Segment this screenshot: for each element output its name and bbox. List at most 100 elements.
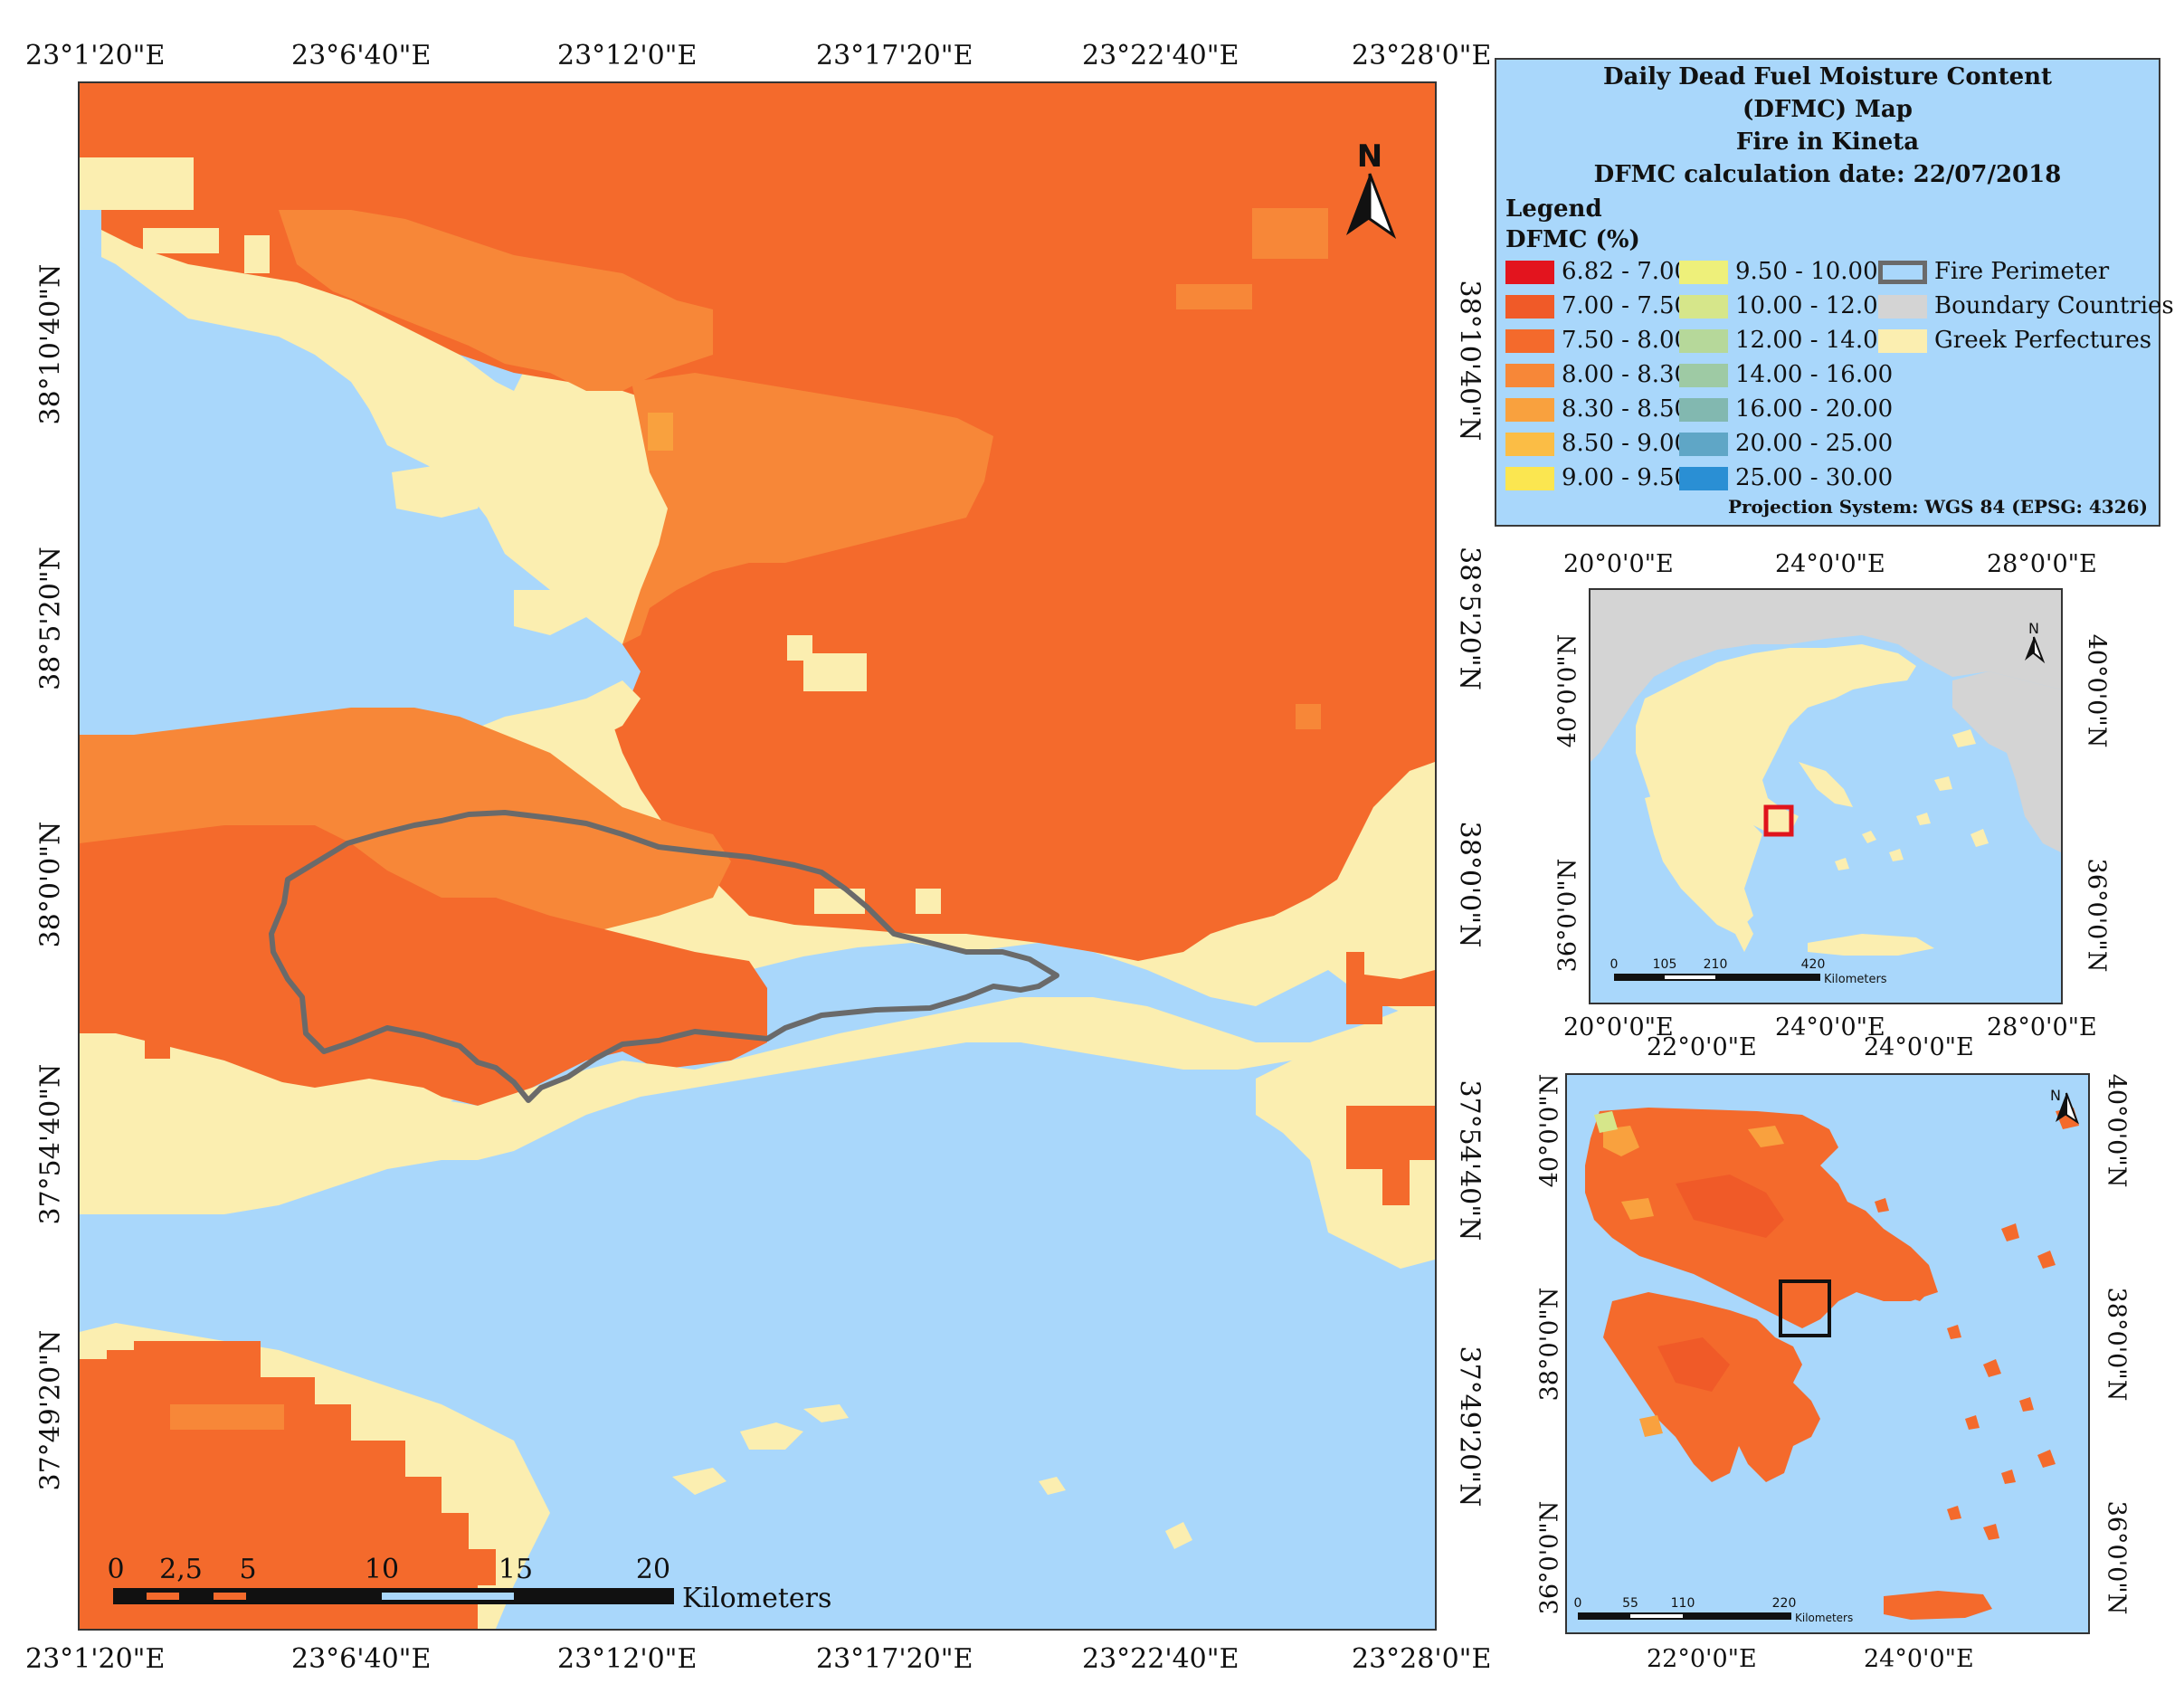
- inset2-crete: [1884, 1591, 1992, 1620]
- inset1-boundary-countries: [1591, 590, 2061, 762]
- legend-title-line-1: Daily Dead Fuel Moisture Content: [1602, 63, 2053, 90]
- legend-title-line-3: Fire in Kineta: [1735, 128, 1920, 156]
- dfmc-cell: [1252, 208, 1328, 259]
- legend-swatch: [1505, 398, 1554, 422]
- inset1-euboea: [1799, 762, 1853, 807]
- scale-label-10: 10: [365, 1554, 399, 1585]
- y-tick-left-2: 38°5'20"N: [34, 547, 67, 690]
- x-tick-top-4: 23°17'20"E: [816, 40, 973, 71]
- inset2-euboea: [1838, 1229, 1929, 1301]
- x-tick-top-6: 23°28'0"E: [1352, 40, 1492, 71]
- inset1-x-top-1: 20°0'0"E: [1563, 550, 1674, 578]
- inset1-north-arrow: [2025, 636, 2046, 664]
- legend-swatch: [1505, 364, 1554, 387]
- legend-title-line-4: DFMC calculation date: 22/07/2018: [1593, 161, 2062, 188]
- north-arrow: [1346, 173, 1397, 239]
- small-islet: [803, 1404, 849, 1422]
- inset1-crete: [1808, 934, 1934, 956]
- inset2-pale-patches: [1603, 1126, 1784, 1437]
- dfmc-cell: [170, 1404, 284, 1430]
- legend-swatch: [1679, 467, 1728, 490]
- inset1-x-top-2: 24°0'0"E: [1775, 550, 1885, 578]
- legend-class-label: 10.00 - 12.00: [1735, 292, 1894, 319]
- gulf-islet: [577, 481, 668, 536]
- inset1-y-left-1: 40°0'0"N: [1553, 633, 1582, 748]
- small-islet: [672, 1468, 726, 1495]
- legend-class-label: 9.00 - 9.50: [1562, 464, 1690, 491]
- inset1-scale-420: 420: [1801, 957, 1826, 972]
- projection-note: Projection System: WGS 84 (EPSG: 4326): [1727, 496, 2148, 518]
- small-islet: [740, 1422, 803, 1450]
- gulf-islet: [392, 463, 487, 518]
- dfmc-east-cells: [1346, 1106, 1435, 1205]
- x-tick-bottom-5: 23°22'40"E: [1082, 1643, 1239, 1675]
- legend-class-label: 8.30 - 8.50: [1562, 395, 1690, 423]
- dfmc-cell-83: [648, 413, 673, 451]
- inset1-y-right-1: 40°0'0"N: [2082, 633, 2111, 748]
- fire-perimeter-swatch: [1878, 261, 1927, 284]
- inset2-scale-unit: Kilometers: [1795, 1612, 1853, 1624]
- main-map: N 0 2,5 5 10 15 20 Kilometers: [80, 83, 1435, 1629]
- boundary-countries-swatch: [1878, 295, 1927, 319]
- dfmc-cell: [1176, 284, 1252, 309]
- y-tick-left-5: 37°49'20"N: [34, 1329, 67, 1491]
- dfmc-cell: [1296, 704, 1321, 729]
- x-tick-top-1: 23°1'20"E: [25, 40, 166, 71]
- inset1-x-bottom-1: 20°0'0"E: [1563, 1013, 1674, 1041]
- dfmc-cell: [145, 1033, 170, 1059]
- inset1-y-left-2: 36°0'0"N: [1553, 858, 1582, 973]
- scale-label-2-5: 2,5: [159, 1554, 203, 1585]
- inset2-scale-110: 110: [1671, 1596, 1695, 1611]
- legend-title-line-2: (DFMC) Map: [1742, 96, 1913, 123]
- scale-label-5: 5: [239, 1554, 256, 1585]
- inset2-x-top-2: 24°0'0"E: [1864, 1033, 1974, 1061]
- y-tick-left-3: 38°0'0"N: [34, 821, 67, 948]
- legend-swatch: [1679, 261, 1728, 284]
- x-tick-bottom-1: 23°1'20"E: [25, 1643, 166, 1675]
- legend-swatch: [1505, 433, 1554, 456]
- inset2-scale-220: 220: [1772, 1596, 1797, 1611]
- x-tick-bottom-4: 23°17'20"E: [816, 1643, 973, 1675]
- inset2-y-left-3: 36°0'0"N: [1535, 1500, 1564, 1615]
- pale-enclave: [803, 653, 867, 691]
- inset2-y-right-1: 40°0'0"N: [2102, 1073, 2131, 1188]
- legend-heading: Legend: [1505, 195, 1602, 223]
- inset1-north-label: N: [2028, 620, 2039, 637]
- inset1-scale-bar: [1614, 974, 1820, 981]
- legend-swatch: [1679, 364, 1728, 387]
- inset1-islands: [1835, 729, 1989, 870]
- x-tick-top-2: 23°6'40"E: [291, 40, 432, 71]
- pale-enclave: [916, 889, 941, 914]
- legend-class-label: 14.00 - 16.00: [1735, 361, 1894, 388]
- inset2-scale-bar: [1578, 1612, 1791, 1620]
- scale-label-20: 20: [636, 1554, 670, 1585]
- inset2-scale-0: 0: [1574, 1596, 1582, 1611]
- inset2-study-area-box: [1779, 1279, 1831, 1337]
- pale-enclave: [143, 228, 219, 253]
- inset2-y-left-1: 40°0'0"N: [1535, 1073, 1564, 1188]
- legend-class-label: 25.00 - 30.00: [1735, 464, 1894, 491]
- legend-swatch: [1505, 261, 1554, 284]
- inset1-scale-0: 0: [1610, 957, 1619, 972]
- gulf-islet: [514, 590, 586, 635]
- legend-class-label: 16.00 - 20.00: [1735, 395, 1894, 423]
- y-tick-left-4: 37°54'40"N: [34, 1063, 67, 1225]
- inset2-north-arrow: [2056, 1092, 2080, 1125]
- inset-greece-frame: N 0 105 210 420 Kilometers: [1589, 588, 2063, 1004]
- inset2-scale-55: 55: [1622, 1596, 1638, 1611]
- legend-class-label: 20.00 - 25.00: [1735, 430, 1894, 457]
- scale-bar: [113, 1588, 674, 1604]
- scale-label-0: 0: [107, 1554, 124, 1585]
- x-tick-top-5: 23°22'40"E: [1082, 40, 1239, 71]
- fire-perimeter: [269, 810, 1059, 1103]
- pale-enclave: [80, 157, 194, 210]
- legend-class-label: 12.00 - 14.00: [1735, 327, 1894, 354]
- pale-enclave: [80, 1332, 107, 1359]
- inset2-y-right-3: 36°0'0"N: [2102, 1500, 2131, 1615]
- small-islet: [1165, 1522, 1192, 1549]
- legend-other-label: Boundary Countries: [1934, 292, 2174, 319]
- inset2-dfmc-deep: [1657, 1175, 1784, 1392]
- scale-label-15: 15: [499, 1554, 533, 1585]
- x-tick-bottom-6: 23°28'0"E: [1352, 1643, 1492, 1675]
- y-tick-right-5: 37°49'20"N: [1453, 1346, 1486, 1508]
